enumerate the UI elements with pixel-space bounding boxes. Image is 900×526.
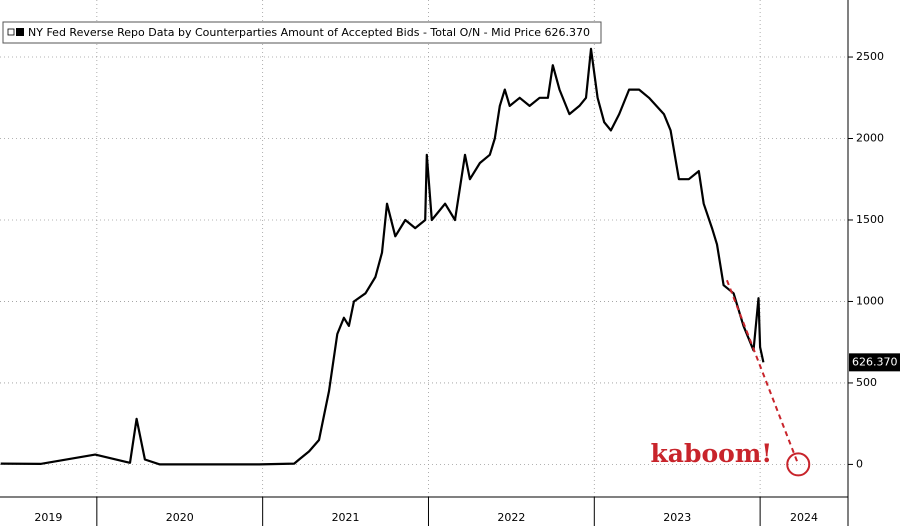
last-price-box (849, 353, 900, 372)
series-line (0, 47, 765, 466)
legend-expand-icon (7, 28, 15, 36)
x-tick-label: 2020 (166, 511, 194, 524)
x-tick-label: 2023 (663, 511, 691, 524)
x-tick-label: 2021 (332, 511, 360, 524)
annotation-circle (786, 452, 811, 477)
x-tick-label: 2022 (497, 511, 525, 524)
y-tick-label: 1000 (856, 294, 884, 307)
y-tick-label: 0 (856, 457, 863, 470)
y-tick-label: 500 (856, 376, 877, 389)
y-tick-label: 2500 (856, 50, 884, 63)
legend-text: NY Fed Reverse Repo Data by Counterparti… (28, 26, 590, 39)
x-tick-label: 2024 (790, 511, 818, 524)
y-tick-label: 2000 (856, 132, 884, 145)
annotation-text: kaboom! (650, 439, 772, 468)
legend: NY Fed Reverse Repo Data by Counterparti… (2, 21, 602, 44)
legend-box (2, 21, 602, 44)
annotation-line (726, 279, 800, 465)
y-tick-label: 1500 (856, 213, 884, 226)
x-tick-label: 2019 (34, 511, 62, 524)
legend-swatch (16, 28, 24, 36)
last-price-label: 626.370 (852, 355, 898, 368)
